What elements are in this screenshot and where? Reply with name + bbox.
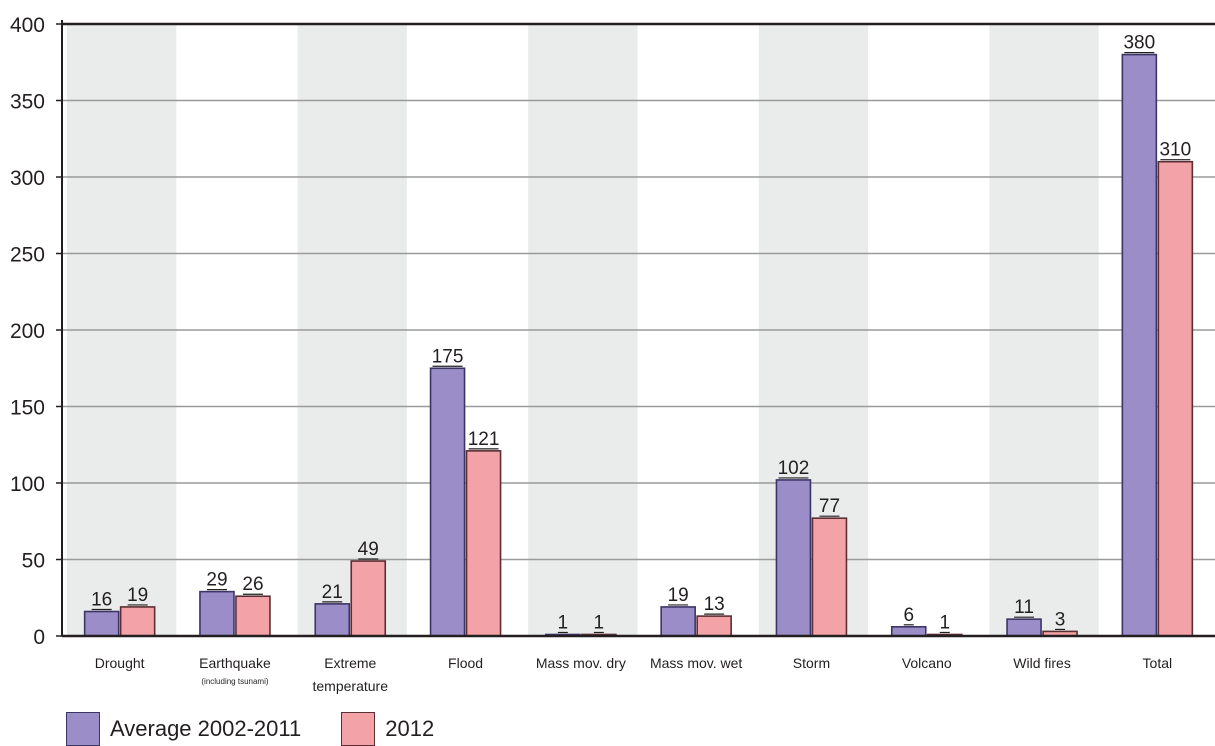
data-label-total-2012: 310 xyxy=(1159,140,1191,161)
bar-mass-mov-wet-average xyxy=(660,606,696,637)
legend-label-2012: 2012 xyxy=(385,716,435,741)
legend-item-average: Average 2002-2011 xyxy=(66,712,301,746)
bar-extreme-temperature-average xyxy=(314,603,351,637)
x-label-mass-mov-wet: Mass mov. wet xyxy=(650,655,742,671)
data-label-flood-2012: 121 xyxy=(468,429,500,450)
data-label-flood-average: 175 xyxy=(432,346,464,367)
y-tick-labels: 0 50 100 150 200 250 300 350 400 xyxy=(10,14,45,649)
x-label-mass-mov-dry: Mass mov. dry xyxy=(536,655,626,671)
bar-drought-2012 xyxy=(119,606,156,637)
x-label-drought: Drought xyxy=(95,655,145,671)
data-label-volcano-2012: 1 xyxy=(939,612,950,633)
y-tick-100: 100 xyxy=(10,473,45,496)
y-tick-50: 50 xyxy=(22,550,45,573)
bar-storm-2012 xyxy=(811,517,848,637)
bar-total-2012 xyxy=(1157,160,1194,637)
y-tick-150: 150 xyxy=(10,397,45,420)
data-label-storm-average: 102 xyxy=(778,458,810,479)
x-label-volcano: Volcano xyxy=(902,655,952,671)
x-label-earthquake: Earthquake xyxy=(199,655,271,671)
x-label-storm: Storm xyxy=(793,655,830,671)
y-tick-400: 400 xyxy=(10,14,45,37)
data-label-mass-mov-dry-2012: 1 xyxy=(594,612,605,633)
legend-swatch-average xyxy=(66,712,100,746)
bar-earthquake-average xyxy=(199,590,235,637)
bar-flood-average xyxy=(429,367,466,637)
data-label-mass-mov-dry-average: 1 xyxy=(558,612,569,633)
bar-flood-2012 xyxy=(465,450,502,637)
data-label-drought-average: 16 xyxy=(91,590,112,611)
y-tick-0: 0 xyxy=(33,626,45,649)
bar-earthquake-2012 xyxy=(235,595,271,637)
y-tick-250: 250 xyxy=(10,244,45,267)
x-label-extreme-temperature: Extreme xyxy=(324,655,376,671)
x-label-wild-fires: Wild fires xyxy=(1013,655,1071,671)
data-label-mass-mov-wet-2012: 13 xyxy=(704,594,725,615)
legend-swatch-2012 xyxy=(341,712,376,746)
data-label-extreme-temperature-average: 21 xyxy=(322,582,343,603)
legend-label-average: Average 2002-2011 xyxy=(110,716,302,741)
data-label-earthquake-2012: 26 xyxy=(242,574,263,595)
data-label-total-average: 380 xyxy=(1123,33,1155,54)
data-label-storm-2012: 77 xyxy=(819,496,840,517)
x-label-earthquake-note: (including tsunami) xyxy=(201,677,268,686)
bar-storm-average xyxy=(775,479,812,637)
bar-wild-fires-average xyxy=(1006,618,1042,637)
x-category-labels: Drought Earthquake (including tsunami) Extr… xyxy=(95,655,1172,694)
bar-total-average xyxy=(1121,53,1158,637)
axes xyxy=(56,20,1215,638)
gridlines xyxy=(62,99,1215,561)
bar-mass-mov-wet-2012 xyxy=(696,615,732,637)
x-label-flood: Flood xyxy=(448,655,483,671)
bar-volcano-average xyxy=(890,626,927,637)
y-tick-200: 200 xyxy=(10,320,45,343)
data-label-volcano-average: 6 xyxy=(903,605,914,626)
data-label-extreme-temperature-2012: 49 xyxy=(358,539,379,560)
bar-extreme-temperature-2012 xyxy=(350,560,387,637)
y-tick-350: 350 xyxy=(10,91,45,114)
data-label-wild-fires-2012: 3 xyxy=(1055,609,1066,630)
bar-drought-average xyxy=(83,610,120,637)
legend: Average 2002-2011 2012 xyxy=(66,712,474,746)
x-label-extreme-temperature-line2: temperature xyxy=(313,678,389,694)
data-label-wild-fires-average: 11 xyxy=(1014,597,1034,618)
y-tick-300: 300 xyxy=(10,167,45,190)
data-label-earthquake-average: 29 xyxy=(206,570,227,591)
legend-item-2012: 2012 xyxy=(341,712,434,746)
data-label-mass-mov-wet-average: 19 xyxy=(668,585,689,606)
x-label-total: Total xyxy=(1143,655,1173,671)
bars xyxy=(83,53,1194,637)
data-label-drought-2012: 19 xyxy=(127,585,148,606)
